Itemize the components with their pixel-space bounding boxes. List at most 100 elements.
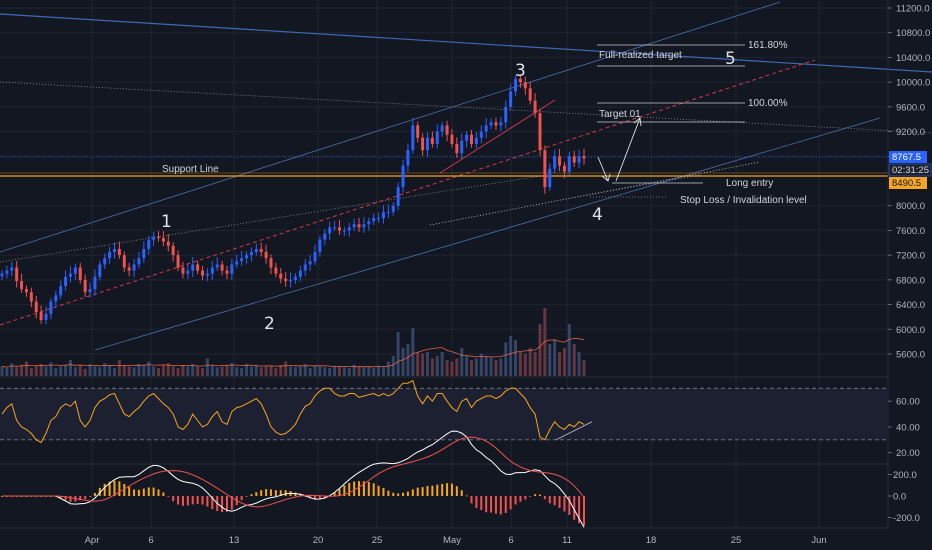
macd-histogram-bar <box>436 484 439 496</box>
candle-body <box>333 227 337 229</box>
macd-histogram-bar <box>553 496 556 506</box>
macd-histogram-bar <box>89 496 92 497</box>
candle-body <box>538 113 542 151</box>
candle-body <box>509 91 513 107</box>
macd-histogram-bar <box>499 496 502 515</box>
volume-bar <box>347 368 351 376</box>
volume-bar <box>372 368 376 376</box>
candle-body <box>264 252 268 259</box>
volume-bar <box>78 365 82 376</box>
candle-body <box>73 267 77 274</box>
macd-histogram-bar <box>201 496 204 505</box>
candle-body <box>514 79 518 92</box>
volume-bar <box>10 363 14 376</box>
projection-arrow-down-head <box>601 173 611 182</box>
volume-bar <box>191 364 195 376</box>
volume-bar <box>548 344 552 376</box>
candle-body <box>548 168 552 188</box>
candle-body <box>411 125 415 151</box>
price-tick-label: 5600.0 <box>896 350 925 361</box>
candle-body <box>352 224 356 228</box>
volume-bar <box>558 352 562 376</box>
macd-histogram-bar <box>137 489 140 496</box>
drawings <box>0 1 932 351</box>
volume-bar <box>528 348 532 376</box>
candle-body <box>406 150 410 166</box>
price-tick-label: 7200.0 <box>896 251 925 262</box>
volume-bar <box>318 366 322 376</box>
candle-body <box>440 125 444 132</box>
macd-histogram-bar <box>563 496 566 512</box>
macd-histogram-bar <box>475 496 478 509</box>
channel-lower-line <box>94 117 881 351</box>
projection-arrow-up-head <box>633 117 642 127</box>
volume-bar <box>416 352 420 376</box>
candle-body <box>240 258 244 262</box>
candle-body <box>377 218 381 220</box>
volume-bar <box>142 365 146 376</box>
candle-body <box>562 165 566 172</box>
volume-bar <box>577 352 581 376</box>
volume-bar <box>553 340 557 376</box>
volume-bar <box>137 364 141 376</box>
candle-body <box>391 205 395 212</box>
time-tick-label: 25 <box>731 535 742 546</box>
volume-bar <box>54 368 58 376</box>
time-axis[interactable]: Apr 6 13 20 25 May 6 11 18 25 Jun <box>85 535 827 546</box>
macd-histogram-bar <box>358 481 361 496</box>
candle-body <box>494 122 498 126</box>
candle-body <box>34 301 38 312</box>
candle-body <box>362 224 366 228</box>
candle-body <box>88 289 92 293</box>
candle-body <box>474 137 478 144</box>
macd-histogram-bar <box>318 496 321 500</box>
macd-histogram-bar <box>64 496 67 501</box>
candle-body <box>328 227 332 234</box>
candle-body <box>103 258 107 265</box>
macd-histogram-bar <box>250 494 253 496</box>
volume-bar <box>494 360 498 376</box>
volume-bar <box>34 365 38 376</box>
volume-bar <box>489 356 493 376</box>
macd-histogram-bar <box>142 488 145 496</box>
macd-histogram-bar <box>98 487 101 496</box>
candle-body <box>20 281 24 290</box>
macd-histogram-bar <box>377 485 380 496</box>
macd-histogram-bar <box>348 483 351 496</box>
macd-histogram-bar <box>411 489 414 496</box>
candle-body <box>215 264 219 268</box>
candle-body <box>303 264 307 271</box>
macd-histogram-bar <box>509 496 512 510</box>
candle-body <box>132 264 136 271</box>
target-01-label: Target 01 <box>599 109 641 120</box>
volume-bar <box>274 368 278 376</box>
candle-body <box>0 273 4 277</box>
volume-bar <box>313 365 317 376</box>
volume-bar <box>186 366 190 376</box>
candle-body <box>279 273 283 279</box>
rsi-tick-label: 60.00 <box>896 397 920 408</box>
macd-histogram-bar <box>465 495 468 497</box>
macd-histogram-bar <box>181 496 184 506</box>
candle-body <box>567 156 571 172</box>
price-tick-label: 11200.0 <box>896 4 930 15</box>
macd-histogram-bar <box>450 483 453 496</box>
channel-upper-line <box>0 1 781 253</box>
candle-body <box>44 313 48 321</box>
macd-histogram-bar <box>255 492 258 496</box>
volume-bar <box>504 342 508 376</box>
macd-histogram-bar <box>543 496 546 500</box>
macd-histogram-bar <box>260 490 263 496</box>
macd-histogram-bar <box>514 496 517 505</box>
macd-histogram-bar <box>446 483 449 496</box>
time-tick-label: Jun <box>811 535 826 546</box>
candle-body <box>15 267 19 282</box>
price-tick-label: 7600.0 <box>896 226 925 237</box>
candle-body <box>196 264 200 271</box>
macd-histogram-bar <box>353 481 356 496</box>
wave-label-4: 4 <box>592 205 603 225</box>
macd-histogram-bar <box>225 496 228 512</box>
price-tick-label: 6400.0 <box>896 300 925 311</box>
candle-body <box>504 106 508 123</box>
